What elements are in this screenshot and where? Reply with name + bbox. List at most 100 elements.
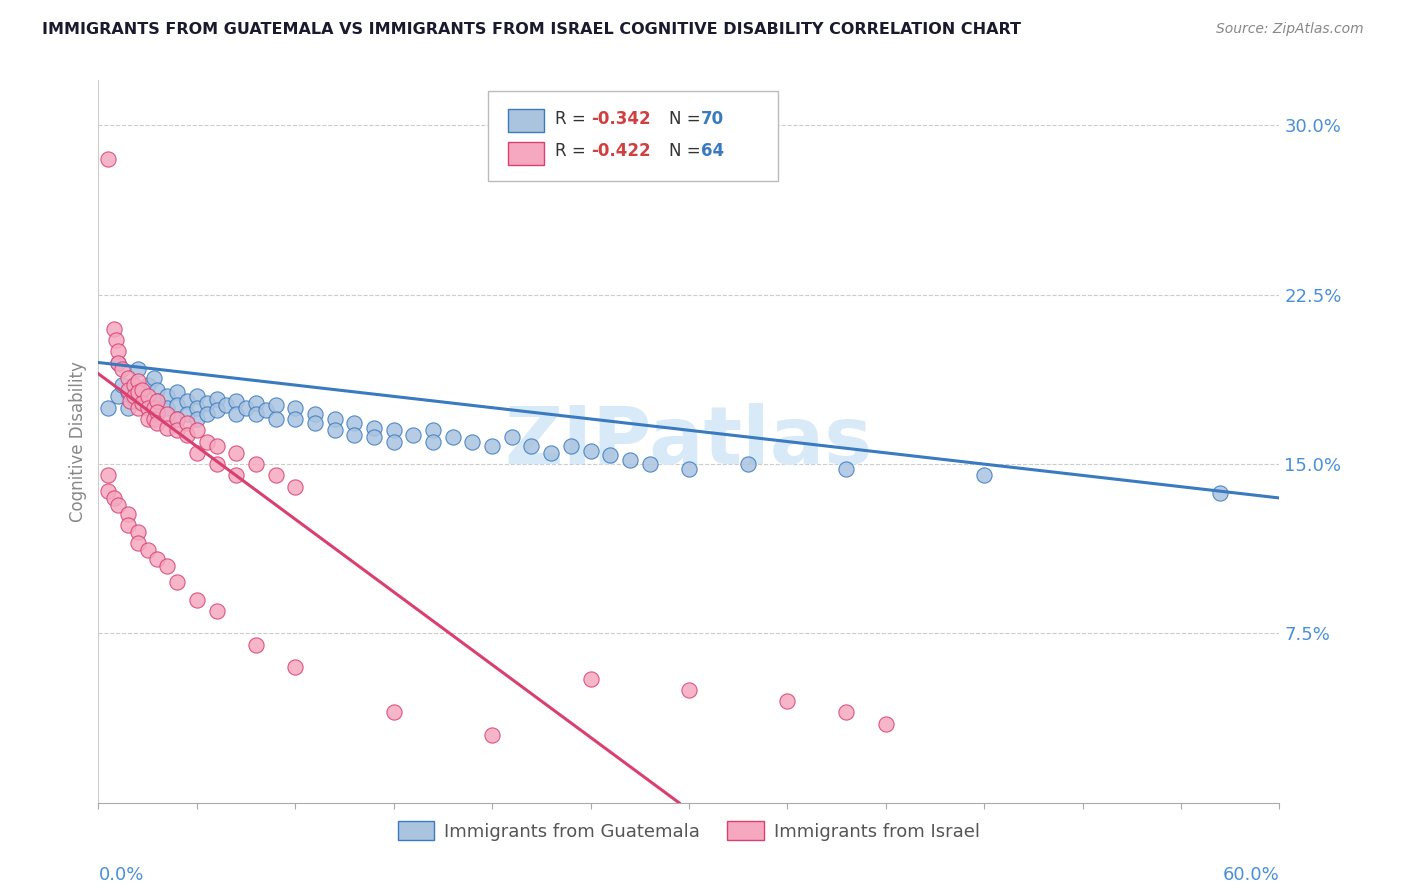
Point bbox=[343, 427, 366, 442]
Point bbox=[195, 396, 218, 410]
Point bbox=[481, 439, 503, 453]
Point bbox=[156, 558, 179, 573]
Point bbox=[131, 396, 153, 410]
Point bbox=[107, 355, 129, 369]
Text: -0.422: -0.422 bbox=[591, 142, 651, 160]
Point bbox=[225, 446, 247, 460]
Point bbox=[520, 439, 543, 453]
Point bbox=[875, 716, 897, 731]
Point bbox=[402, 427, 425, 442]
Point bbox=[678, 682, 700, 697]
Point bbox=[245, 638, 267, 652]
Point bbox=[176, 427, 198, 442]
Point bbox=[195, 434, 218, 449]
Point bbox=[382, 706, 405, 720]
Point bbox=[461, 434, 484, 449]
Point bbox=[156, 401, 179, 415]
Point bbox=[186, 412, 208, 426]
Point bbox=[127, 401, 149, 415]
Point bbox=[481, 728, 503, 742]
Text: 0.0%: 0.0% bbox=[98, 866, 143, 884]
Text: -0.342: -0.342 bbox=[591, 110, 651, 128]
Point bbox=[304, 408, 326, 422]
Point bbox=[117, 383, 139, 397]
Point bbox=[105, 333, 128, 347]
Point bbox=[136, 412, 159, 426]
Point bbox=[264, 412, 287, 426]
Text: 70: 70 bbox=[700, 110, 724, 128]
Point bbox=[107, 389, 129, 403]
Point bbox=[176, 417, 198, 431]
Point bbox=[264, 398, 287, 412]
Point bbox=[195, 408, 218, 422]
Point bbox=[97, 468, 120, 483]
Point bbox=[599, 448, 621, 462]
Point bbox=[146, 405, 169, 419]
Point bbox=[156, 389, 179, 403]
Point bbox=[363, 430, 385, 444]
Point bbox=[97, 484, 120, 499]
Point bbox=[136, 401, 159, 415]
Point bbox=[127, 384, 149, 399]
Point bbox=[776, 694, 799, 708]
Point bbox=[166, 398, 188, 412]
Point bbox=[156, 421, 179, 435]
Point bbox=[103, 321, 125, 335]
Point bbox=[638, 457, 661, 471]
Point bbox=[142, 401, 165, 415]
Text: R =: R = bbox=[555, 110, 592, 128]
Point bbox=[422, 423, 444, 437]
Point bbox=[117, 384, 139, 399]
Y-axis label: Cognitive Disability: Cognitive Disability bbox=[69, 361, 87, 522]
Point bbox=[205, 392, 228, 406]
Point bbox=[117, 507, 139, 521]
Point bbox=[540, 446, 562, 460]
Point bbox=[142, 412, 165, 426]
Bar bbox=[508, 109, 544, 132]
Point bbox=[363, 421, 385, 435]
Text: N =: N = bbox=[669, 142, 706, 160]
Point bbox=[737, 457, 759, 471]
Point bbox=[122, 392, 145, 406]
Point bbox=[225, 408, 247, 422]
Point bbox=[441, 430, 464, 444]
Point bbox=[235, 401, 257, 415]
Point bbox=[304, 417, 326, 431]
Point bbox=[97, 153, 120, 167]
Point bbox=[579, 672, 602, 686]
Point bbox=[166, 574, 188, 589]
Point bbox=[225, 393, 247, 408]
Point bbox=[343, 417, 366, 431]
Point bbox=[245, 457, 267, 471]
Point bbox=[579, 443, 602, 458]
Point bbox=[619, 452, 641, 467]
Point bbox=[323, 423, 346, 437]
Point bbox=[254, 403, 277, 417]
Point bbox=[215, 398, 238, 412]
Point bbox=[111, 378, 134, 392]
Point bbox=[127, 374, 149, 388]
Text: ZIPatlas: ZIPatlas bbox=[505, 402, 873, 481]
Text: Source: ZipAtlas.com: Source: ZipAtlas.com bbox=[1216, 22, 1364, 37]
Point bbox=[166, 423, 188, 437]
Point bbox=[111, 362, 134, 376]
Point bbox=[146, 393, 169, 408]
Point bbox=[97, 401, 120, 415]
Point bbox=[284, 480, 307, 494]
Point bbox=[117, 518, 139, 533]
Point bbox=[146, 393, 169, 408]
Point bbox=[127, 393, 149, 408]
Point bbox=[245, 408, 267, 422]
Point bbox=[127, 524, 149, 539]
Text: 64: 64 bbox=[700, 142, 724, 160]
Point bbox=[245, 396, 267, 410]
Point bbox=[156, 408, 179, 422]
Point bbox=[131, 383, 153, 397]
Point bbox=[382, 423, 405, 437]
Point bbox=[678, 461, 700, 475]
Point bbox=[284, 401, 307, 415]
Text: 60.0%: 60.0% bbox=[1223, 866, 1279, 884]
Point bbox=[127, 362, 149, 376]
Point bbox=[146, 383, 169, 397]
Point bbox=[166, 384, 188, 399]
